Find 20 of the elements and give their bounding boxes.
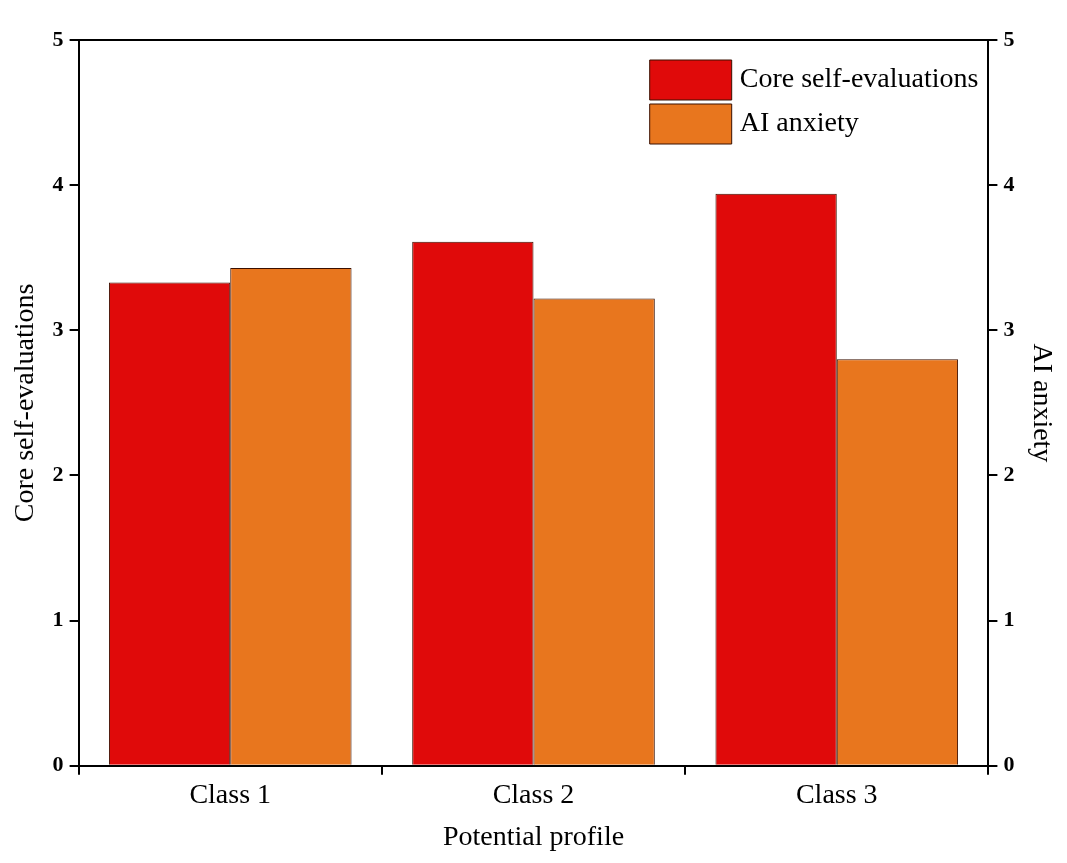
y-tick-label: 4 — [52, 170, 64, 196]
x-tick-label: Class 3 — [795, 777, 878, 809]
y2-tick-label: 2 — [1003, 461, 1015, 487]
legend-label: Core self-evaluations — [739, 62, 979, 94]
y-tick-label: 3 — [52, 316, 64, 342]
x-tick-label: Class 2 — [492, 777, 575, 809]
y2-tick-label: 0 — [1003, 751, 1015, 777]
y-axis-title: Core self-evaluations — [8, 283, 40, 523]
y2-tick-label: 3 — [1003, 316, 1015, 342]
y2-axis-title: AI anxiety — [1027, 343, 1059, 463]
y-tick-label: 5 — [52, 25, 64, 51]
y2-tick-label: 1 — [1003, 606, 1015, 632]
x-tick-label: Class 1 — [189, 777, 272, 809]
legend-label: AI anxiety — [739, 106, 859, 138]
y-tick-label: 0 — [52, 751, 64, 777]
y2-tick-label: 5 — [1003, 25, 1015, 51]
y-tick-label: 2 — [52, 461, 64, 487]
y-tick-label: 1 — [52, 606, 64, 632]
y2-tick-label: 4 — [1003, 170, 1015, 196]
x-axis-title: Potential profile — [442, 819, 625, 851]
